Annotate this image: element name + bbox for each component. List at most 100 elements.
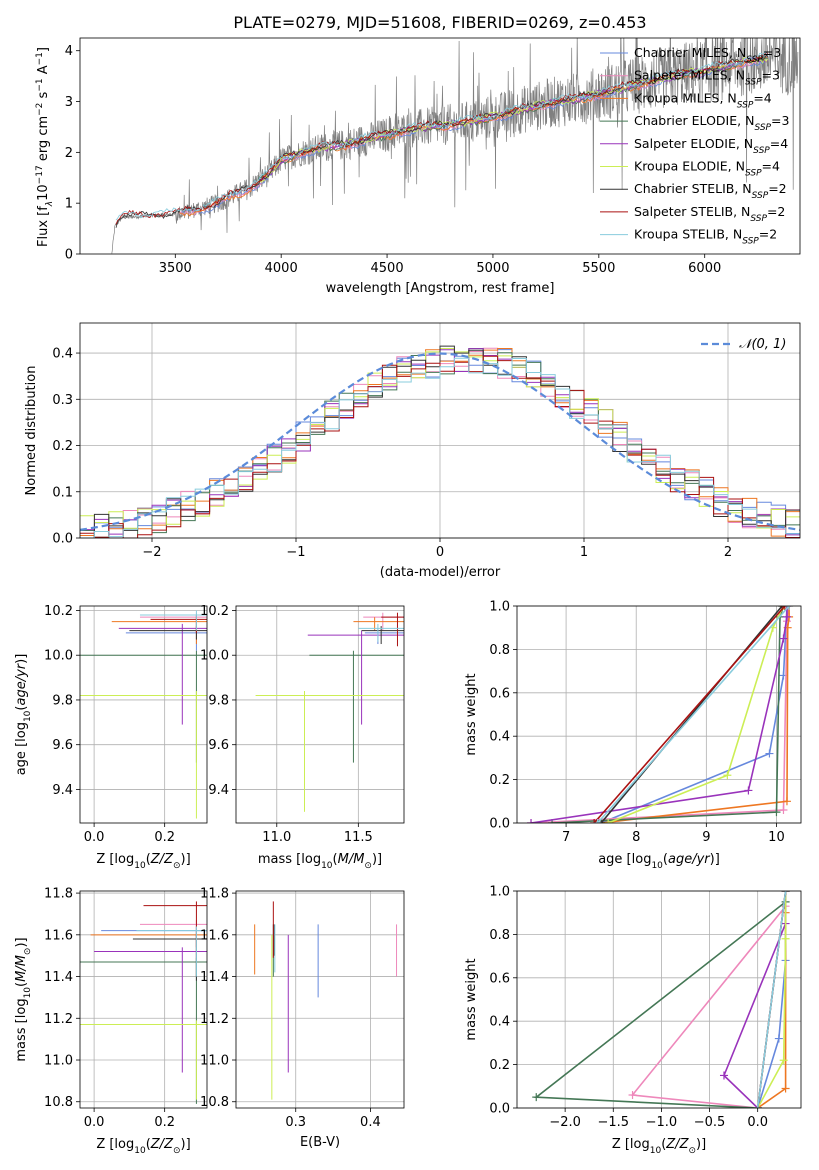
weight-line-salpeter-stelib [593, 606, 786, 823]
weight-line-kroupa-stelib [597, 606, 790, 823]
weight-line-kroupa-elodie [607, 606, 785, 823]
x-axis-label: Z [log10(Z/Z⊙)] [96, 1137, 190, 1156]
y-tick-label: 11.6 [44, 928, 73, 943]
plot-area-mass-vs-EBV [254, 901, 398, 1100]
y-tick-label: 0.4 [489, 730, 510, 745]
crosshair-kroupa-stelib [139, 610, 207, 631]
legend-entry-chabrier-miles: Chabrier MILES, NSSP=3 [634, 45, 781, 65]
y-tick-label: 9.8 [52, 693, 73, 708]
x-tick-label: 11.5 [344, 830, 373, 845]
x-tick-label: −1.5 [597, 1115, 629, 1130]
panel-mass-weight-vs-age: 7 8 9 10 0.0 0.2 0.4 0.6 0.8 1.0 age [log10(age/yr… [464, 600, 802, 871]
crosshair-salpeter-elodie [118, 623, 207, 725]
y-tick-label: 9.6 [208, 738, 229, 753]
weight-marker-salpeter-elodie [779, 634, 788, 643]
x-axis-label: age [log10(age/yr)] [598, 852, 720, 871]
axes-frame [235, 890, 405, 1109]
weight-marker-salpeter-miles [779, 805, 788, 814]
x-tick-label: −0.5 [694, 1115, 726, 1130]
plot-area-mass-weight-vs-Z [532, 891, 790, 1108]
axes-residuals: −2 −1 0 1 2 0.0 0.1 0.2 0.3 0.4 [52, 347, 732, 560]
y-tick-label: 11.2 [200, 1012, 229, 1027]
y-tick-label: 10.2 [44, 604, 73, 619]
weight-marker-salpeter-elodie [782, 612, 791, 621]
legend-entry-kroupa-elodie: Kroupa ELODIE, NSSP=4 [634, 159, 780, 179]
y-tick-label: 11.2 [44, 1012, 73, 1027]
axes-frame [79, 322, 801, 539]
legend-entry-salpeter-miles: Salpeter MILES, NSSP=3 [634, 68, 780, 88]
x-tick-label: 10 [768, 830, 785, 845]
y-tick-label: 9.6 [52, 738, 73, 753]
y-tick-label: 11.0 [200, 1054, 229, 1069]
axes-mass-vs-Z: 0.0 0.2 10.8 11.0 11.2 11.4 11.6 11.8 [44, 887, 175, 1130]
y-axis-label: Normed distribution [24, 366, 39, 496]
weight-marker-salpeter-elodie [527, 819, 536, 823]
x-tick-label: 7 [562, 830, 570, 845]
axes-age-vs-Z: 0.0 0.2 9.4 9.6 9.8 10.0 10.2 [44, 604, 175, 845]
axes-frame [79, 605, 208, 824]
weight-marker-kroupa-miles [781, 1084, 790, 1093]
x-axis-label: Z [log10(Z/Z⊙)] [96, 852, 190, 871]
axes-mass-weight-vs-Z: −2.0 −1.5 −1.0 −0.5 0.0 0.0 0.2 0.4 0.6 0.8 1.0 [489, 885, 768, 1131]
weight-line-kroupa-elodie [756, 891, 787, 1108]
axes-mass-weight-vs-age: 7 8 9 10 0.0 0.2 0.4 0.6 0.8 1.0 [489, 600, 784, 846]
weight-marker-salpeter-stelib [780, 606, 789, 610]
x-tick-label: −2.0 [549, 1115, 581, 1130]
y-axis-label: Flux [fλ10−17 erg cm−2 s−1 A−1] [35, 47, 55, 247]
y-tick-label: 0 [65, 248, 73, 263]
y-tick-label: 10.2 [200, 604, 229, 619]
x-axis-label: (data-model)/error [380, 565, 501, 580]
y-tick-label: 0.1 [52, 485, 73, 500]
x-tick-label: 4500 [371, 261, 404, 276]
weight-marker-kroupa-miles [782, 797, 791, 806]
weight-marker-salpeter-elodie [719, 1071, 728, 1080]
y-axis-label: age [log10(age/yr)] [14, 654, 33, 776]
axes-spectrum: 3500 4000 4500 5000 5500 6000 0 1 2 3 4 [65, 44, 722, 276]
y-tick-label: 2 [65, 146, 73, 161]
crosshair-salpeter-elodie [94, 947, 207, 1073]
x-tick-label: 2 [724, 545, 732, 560]
weight-marker-chabrier-elodie [532, 1093, 541, 1102]
x-tick-label: 0.2 [154, 830, 175, 845]
weight-line-kroupa-stelib [756, 891, 787, 1108]
y-tick-label: 10.8 [44, 1095, 73, 1110]
x-tick-label: 9 [702, 830, 710, 845]
axes-frame [516, 890, 802, 1109]
weight-marker-salpeter-stelib [590, 819, 599, 823]
crosshair-salpeter-stelib [381, 612, 404, 647]
x-axis-label: E(B-V) [300, 1135, 340, 1150]
y-tick-label: 0.0 [52, 532, 73, 547]
model-spectrum-chabrier-stelib [115, 54, 769, 228]
weight-marker-kroupa-elodie [604, 819, 613, 823]
weight-marker-chabrier-miles [765, 749, 774, 758]
x-tick-label: 6000 [688, 261, 721, 276]
weight-marker-kroupa-elodie [723, 771, 732, 780]
y-tick-label: 9.4 [208, 783, 229, 798]
y-tick-label: 11.4 [44, 970, 73, 985]
y-tick-label: 0.2 [489, 1058, 510, 1073]
y-tick-label: 9.4 [52, 783, 73, 798]
crosshair-kroupa-elodie [80, 1020, 207, 1100]
panel-residuals: −2 −1 0 1 2 0.0 0.1 0.2 0.3 0.4 (data-model)/error… [24, 322, 801, 580]
x-tick-label: 3500 [159, 261, 192, 276]
y-tick-label: 10.0 [44, 649, 73, 664]
crosshair-kroupa-elodie [255, 691, 404, 812]
y-tick-label: 11.0 [44, 1054, 73, 1069]
y-tick-label: 0.4 [52, 347, 73, 362]
y-tick-label: 0.4 [489, 1015, 510, 1030]
x-tick-label: 5000 [476, 261, 509, 276]
y-axis-label: mass [log10(M/M⊙)] [14, 937, 33, 1061]
legend-entry-kroupa-stelib: Kroupa STELIB, NSSP=2 [634, 227, 777, 247]
y-tick-label: 9.8 [208, 693, 229, 708]
x-tick-label: 0.0 [84, 1115, 105, 1130]
x-axis-label: mass [log10(M/M⊙)] [258, 852, 382, 871]
weight-marker-kroupa-stelib [593, 819, 602, 823]
y-tick-label: 11.4 [200, 970, 229, 985]
axes-frame [235, 605, 405, 824]
panel-age-vs-Z: 0.0 0.2 9.4 9.6 9.8 10.0 10.2 Z [log10(Z/Z⊙)] ag… [14, 604, 208, 871]
figure-title: PLATE=0279, MJD=51608, FIBERID=0269, z=0… [233, 13, 646, 32]
plot-area-spectrum [111, 38, 799, 254]
x-axis-label: Z [log10(Z/Z⊙)] [612, 1137, 706, 1156]
gaussian-curve [80, 352, 800, 531]
